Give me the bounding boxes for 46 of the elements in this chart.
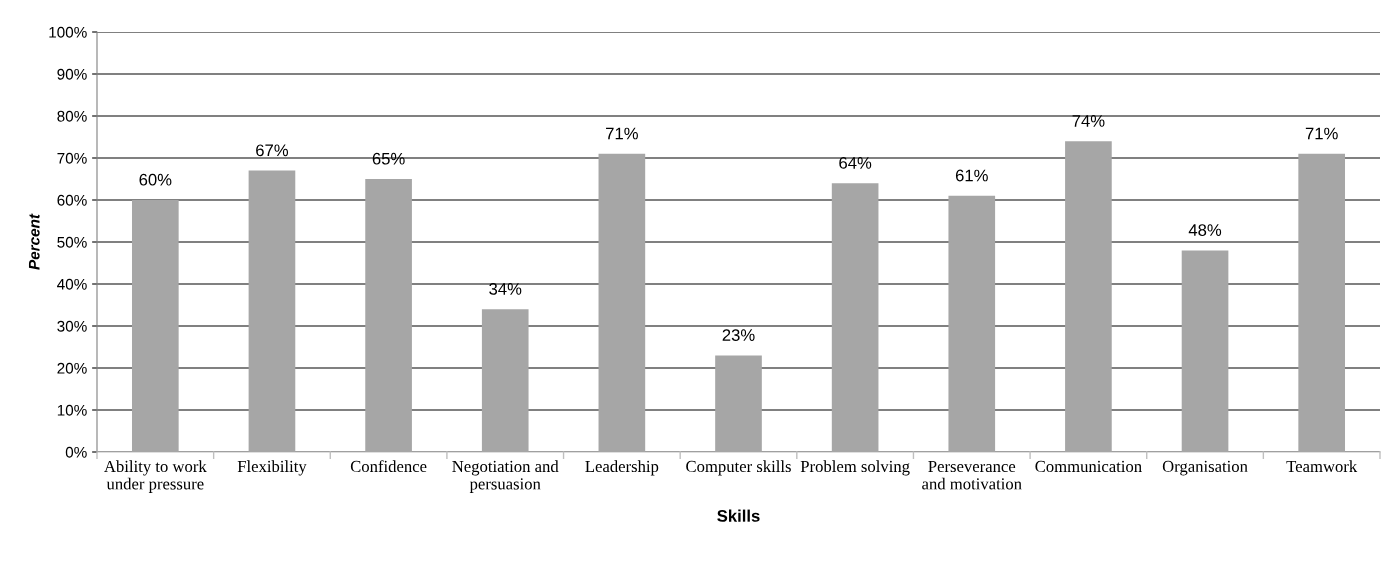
data-label: 74% bbox=[1072, 115, 1105, 127]
y-tick-label: 90% bbox=[57, 68, 87, 80]
y-tick-label: 0% bbox=[65, 446, 87, 458]
x-tick-label: Organisation bbox=[1162, 460, 1248, 476]
bar bbox=[948, 195, 996, 452]
data-label: 48% bbox=[1188, 224, 1222, 236]
y-tick-label: 100% bbox=[49, 26, 87, 38]
y-tick-label: 70% bbox=[57, 152, 87, 164]
x-tick-label: Teamwork bbox=[1286, 460, 1358, 473]
bar bbox=[248, 170, 296, 452]
data-label: 71% bbox=[606, 127, 638, 140]
y-tick-label: 20% bbox=[57, 362, 87, 374]
bar bbox=[831, 183, 879, 452]
data-label: 61% bbox=[955, 169, 988, 182]
y-tick-label: 80% bbox=[57, 110, 87, 122]
data-label: 71% bbox=[1305, 127, 1338, 140]
y-tick-label: 10% bbox=[57, 404, 87, 416]
x-tick-label: Leadership bbox=[585, 460, 659, 476]
x-tick-label: Problem solving bbox=[800, 460, 910, 476]
data-label: 64% bbox=[839, 156, 872, 169]
data-label: 67% bbox=[256, 144, 289, 157]
x-axis-title: Skills bbox=[717, 509, 760, 522]
data-label: 34% bbox=[489, 282, 522, 295]
x-tick-label: Computer skills bbox=[686, 460, 791, 476]
y-tick-label: 40% bbox=[57, 278, 87, 290]
bar bbox=[365, 179, 412, 452]
data-label: 23% bbox=[722, 329, 755, 341]
x-tick-label: Negotiation and persuasion bbox=[452, 460, 559, 493]
data-label: 60% bbox=[139, 173, 172, 186]
bar bbox=[715, 355, 762, 452]
bar bbox=[598, 153, 646, 452]
bar bbox=[131, 200, 179, 452]
x-tick-label: Communication bbox=[1035, 460, 1142, 473]
data-label: 65% bbox=[372, 152, 405, 165]
y-tick-label: 30% bbox=[57, 320, 87, 332]
y-tick-label: 60% bbox=[57, 194, 87, 206]
bar bbox=[1065, 141, 1112, 452]
x-tick-label: Confidence bbox=[350, 460, 427, 473]
bar bbox=[1298, 153, 1346, 452]
x-tick-label: Ability to work under pressure bbox=[104, 460, 207, 493]
y-tick-label: 50% bbox=[57, 236, 87, 248]
bar bbox=[481, 309, 529, 452]
x-tick-label: Perseverance and motivation bbox=[922, 460, 1022, 490]
bar bbox=[1181, 250, 1229, 452]
x-tick-label: Flexibility bbox=[237, 460, 307, 476]
y-axis-title: Percent bbox=[28, 213, 40, 270]
